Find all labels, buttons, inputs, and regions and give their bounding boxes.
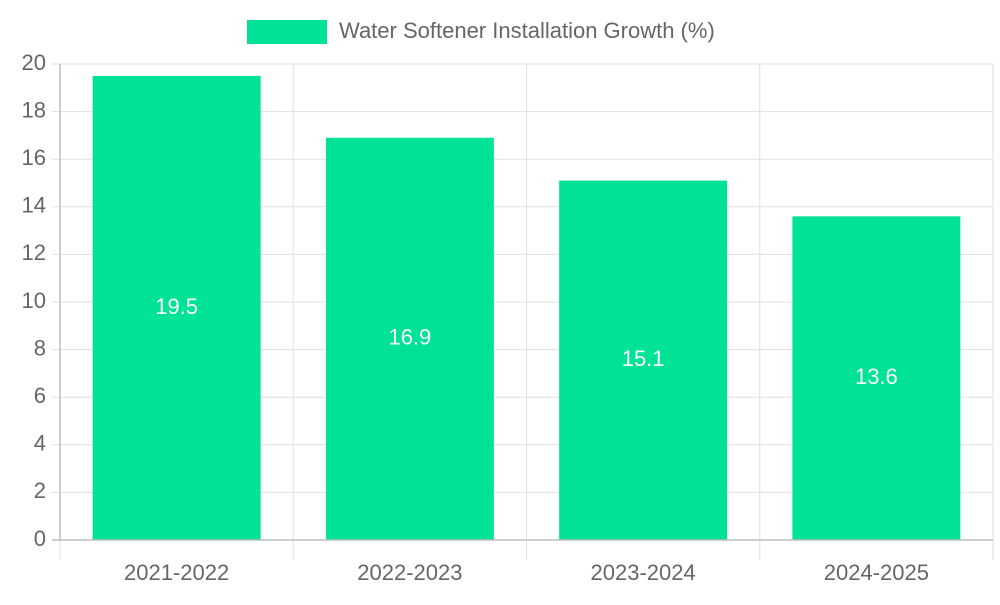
label-layer: 0 2 4 6 8 10 12 14 16 18 20 19.5 2021-2022 16.9 2022-2… bbox=[22, 50, 929, 585]
y-tick-label: 8 bbox=[34, 335, 46, 360]
y-tick-label: 4 bbox=[34, 431, 46, 456]
y-tick-label: 16 bbox=[22, 145, 46, 170]
bar-2021-2022[interactable] bbox=[92, 75, 261, 541]
y-tick-label: 6 bbox=[34, 383, 46, 408]
x-tick-label: 2022-2023 bbox=[357, 560, 462, 585]
bar-2024-2025[interactable] bbox=[792, 216, 961, 540]
y-tick-label: 14 bbox=[22, 193, 46, 218]
y-tick-label: 10 bbox=[22, 288, 46, 313]
legend-swatch[interactable] bbox=[247, 20, 327, 44]
y-tick-label: 0 bbox=[34, 526, 46, 551]
bar-2022-2023[interactable] bbox=[325, 137, 494, 540]
legend[interactable]: Water Softener Installation Growth (%) bbox=[247, 18, 715, 44]
x-tick-label: 2023-2024 bbox=[591, 560, 696, 585]
bar-2023-2024[interactable] bbox=[559, 180, 728, 540]
y-tick-label: 20 bbox=[22, 50, 46, 75]
y-tick-label: 18 bbox=[22, 97, 46, 122]
bar-value-label: 19.5 bbox=[155, 294, 198, 319]
x-tick-label: 2021-2022 bbox=[124, 560, 229, 585]
bar-layer bbox=[92, 75, 961, 541]
y-tick-label: 2 bbox=[34, 478, 46, 503]
bar-value-label: 15.1 bbox=[622, 346, 665, 371]
bar-value-label: 16.9 bbox=[388, 325, 431, 350]
axis-layer bbox=[52, 64, 993, 541]
legend-label[interactable]: Water Softener Installation Growth (%) bbox=[339, 18, 715, 43]
y-tick-label: 12 bbox=[22, 240, 46, 265]
x-tick-label: 2024-2025 bbox=[824, 560, 929, 585]
bar-value-label: 13.6 bbox=[855, 364, 898, 389]
